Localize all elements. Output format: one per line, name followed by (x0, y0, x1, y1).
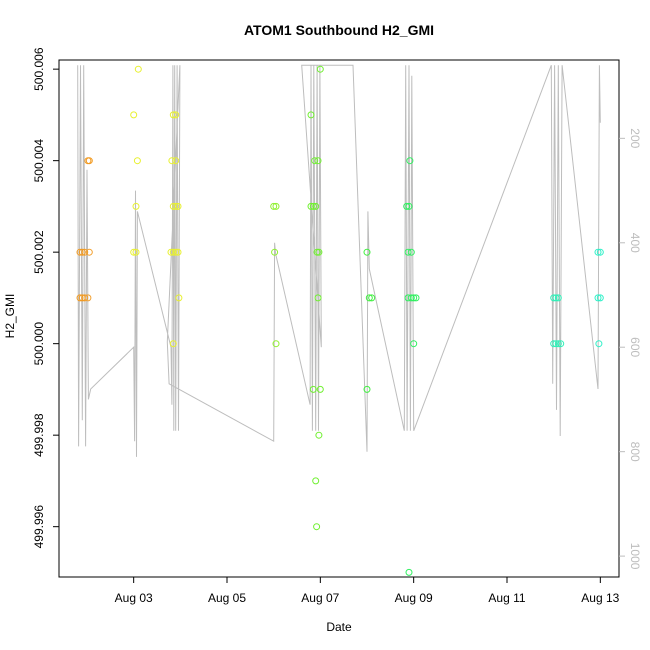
data-point (315, 248, 323, 256)
data-point (368, 294, 376, 302)
depth-trace-line (77, 64, 601, 457)
data-point (312, 477, 320, 485)
data-point (81, 294, 89, 302)
data-point (315, 431, 323, 439)
data-point (172, 111, 180, 119)
data-point (174, 248, 182, 256)
data-point (271, 248, 279, 256)
y2-tick-label: 1000 (628, 543, 642, 570)
y2-tick-label: 200 (628, 128, 642, 148)
x-tick-label: Aug 07 (301, 591, 339, 605)
y-axis: 499.996 499.998 500.000 500.002 500.004 500.0… (32, 47, 59, 548)
data-point (84, 294, 92, 302)
data-point (554, 340, 562, 348)
data-point (316, 385, 324, 393)
data-point (405, 568, 413, 576)
data-point (313, 523, 321, 531)
data-point (132, 202, 140, 210)
data-point (557, 340, 565, 348)
data-point (81, 248, 89, 256)
data-point (130, 248, 138, 256)
chart-title: ATOM1 Southbound H2_GMI (244, 22, 434, 38)
data-point (307, 202, 315, 210)
depth-trace-group (77, 64, 601, 457)
x-tick-label: Aug 11 (488, 591, 525, 605)
data-point (85, 157, 93, 165)
data-point (78, 248, 86, 256)
data-point (175, 294, 183, 302)
data-point (132, 248, 140, 256)
data-point (85, 248, 93, 256)
data-point (407, 248, 415, 256)
data-point (169, 340, 177, 348)
data-point (410, 294, 418, 302)
data-points-group (76, 65, 604, 576)
data-point (270, 202, 278, 210)
data-point (594, 248, 602, 256)
data-point (550, 294, 558, 302)
data-point (314, 294, 322, 302)
y2-tick-label: 400 (628, 233, 642, 253)
data-point (404, 248, 412, 256)
data-point (365, 294, 373, 302)
data-point (554, 294, 562, 302)
y2-tick-label: 800 (628, 442, 642, 462)
data-point (133, 157, 141, 165)
data-point (169, 202, 177, 210)
data-point (309, 202, 317, 210)
y2-tick-label: 600 (628, 337, 642, 357)
y-tick-label: 500.006 (32, 47, 46, 91)
y-axis-label: H2_GMI (3, 294, 17, 339)
data-point (172, 248, 180, 256)
x-tick-label: Aug 03 (115, 591, 153, 605)
x-tick-label: Aug 13 (581, 591, 619, 605)
data-point (405, 202, 413, 210)
data-point (407, 294, 415, 302)
data-point (311, 157, 319, 165)
plot-frame (58, 59, 620, 578)
x-tick-label: Aug 05 (208, 591, 246, 605)
data-point (168, 157, 176, 165)
y-axis-right: 200 400 600 800 1000 (619, 128, 642, 570)
data-point (412, 294, 420, 302)
data-point (596, 294, 604, 302)
data-point (172, 157, 180, 165)
data-point (174, 202, 182, 210)
x-axis-label: Date (326, 620, 352, 634)
y-tick-label: 500.000 (32, 322, 46, 366)
data-point (312, 202, 320, 210)
data-point (403, 202, 411, 210)
data-point (596, 248, 604, 256)
data-point (406, 157, 414, 165)
data-point (595, 340, 603, 348)
x-axis: Aug 03 Aug 05 Aug 07 Aug 09 Aug 11 Aug 13 (115, 577, 620, 605)
data-point (272, 202, 280, 210)
data-point (169, 111, 177, 119)
data-point (307, 111, 315, 119)
data-point (167, 248, 175, 256)
data-point (172, 202, 180, 210)
y-tick-label: 499.998 (32, 413, 46, 457)
data-point (363, 248, 371, 256)
data-point (550, 340, 558, 348)
data-point (314, 157, 322, 165)
data-point (410, 340, 418, 348)
y-tick-label: 500.002 (32, 230, 46, 274)
data-point (272, 340, 280, 348)
y-tick-label: 499.996 (32, 505, 46, 549)
x-tick-label: Aug 09 (395, 591, 433, 605)
data-point (76, 248, 84, 256)
data-point (363, 385, 371, 393)
data-point (552, 294, 560, 302)
data-point (169, 248, 177, 256)
data-point (130, 111, 138, 119)
data-point (552, 340, 560, 348)
y-tick-label: 500.004 (32, 139, 46, 183)
data-point (309, 385, 317, 393)
data-point (134, 65, 142, 73)
data-point (594, 294, 602, 302)
data-point (316, 65, 324, 73)
data-point (76, 294, 84, 302)
